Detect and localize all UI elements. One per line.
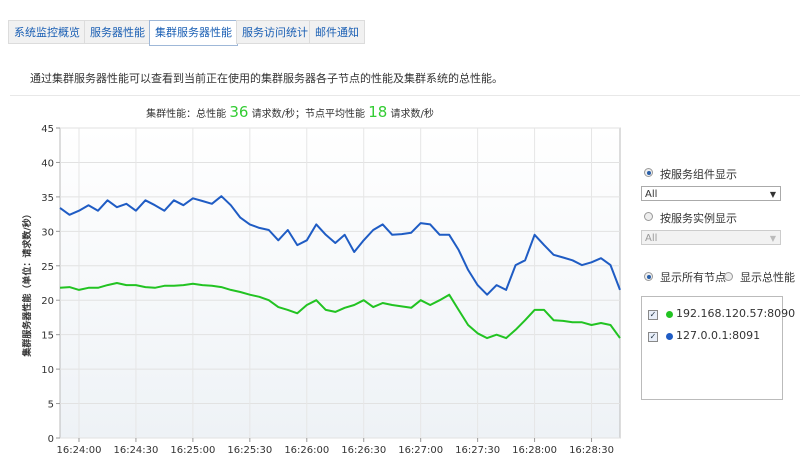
title-text: 集群性能：总性能	[146, 109, 227, 120]
tab[interactable]: 邮件通知	[309, 20, 365, 44]
tab[interactable]: 服务访问统计	[236, 20, 314, 44]
legend-label[interactable]: 192.168.120.57:8090	[676, 307, 796, 320]
x-tick-label: 16:25:30	[227, 445, 272, 456]
y-tick-label: 5	[48, 400, 54, 411]
average-unit: 请求数/秒	[390, 109, 434, 120]
chart: 集群服务器性能（单位：请求数/秒） 0 5 10 15 20 25 30 35 40 45 16:2…	[21, 124, 621, 456]
x-tick-label: 16:27:30	[455, 445, 500, 456]
series-line	[59, 195, 621, 296]
separator	[10, 95, 800, 96]
tab[interactable]: 集群服务器性能	[149, 20, 238, 46]
x-tick-label: 16:25:00	[170, 445, 215, 456]
y-tick-label: 10	[41, 365, 54, 376]
x-tick-label: 16:26:00	[284, 445, 329, 456]
plot-area	[59, 127, 621, 439]
label-total[interactable]: 显示总性能	[740, 271, 795, 284]
description: 通过集群服务器性能可以查看到当前正在使用的集群服务器各子节点的性能及集群系统的总…	[30, 72, 503, 85]
x-tick-label: 16:28:30	[569, 445, 614, 456]
radio-all-nodes[interactable]	[644, 272, 653, 281]
legend-label[interactable]: 127.0.0.1:8091	[676, 329, 761, 342]
legend-dot	[666, 311, 673, 318]
instance-select[interactable]: All ▼	[641, 230, 781, 245]
series-line	[59, 282, 621, 340]
radio-by-component[interactable]	[644, 168, 653, 177]
x-tick-label: 16:26:30	[341, 445, 386, 456]
y-tick-label: 20	[41, 296, 54, 307]
x-tick-label: 16:28:00	[512, 445, 557, 456]
component-select[interactable]: All ▼	[641, 186, 781, 201]
total-value: 36	[229, 103, 249, 121]
node-checkbox[interactable]: ✓	[648, 332, 658, 342]
y-tick-label: 45	[41, 124, 54, 135]
average-value: 18	[368, 103, 388, 121]
average-label: ；节点平均性能	[295, 109, 365, 120]
node-checkbox[interactable]: ✓	[648, 310, 658, 320]
select-value: All	[645, 189, 658, 200]
y-tick-label: 25	[41, 262, 54, 273]
y-tick-label: 40	[41, 158, 54, 169]
x-tick-label: 16:24:00	[57, 445, 102, 456]
tab[interactable]: 系统监控概览	[8, 20, 86, 44]
tab[interactable]: 服务器性能	[84, 20, 151, 44]
label-by-component[interactable]: 按服务组件显示	[660, 168, 737, 181]
legend-dot	[666, 333, 673, 340]
x-tick-label: 16:24:30	[113, 445, 158, 456]
select-value: All	[645, 233, 658, 244]
radio-total[interactable]	[724, 272, 733, 281]
y-axis-label: 集群服务器性能（单位：请求数/秒）	[21, 209, 33, 357]
radio-by-instance[interactable]	[644, 212, 653, 221]
label-all-nodes[interactable]: 显示所有节点	[660, 271, 726, 284]
y-tick-label: 35	[41, 193, 54, 204]
total-unit: 请求数/秒	[251, 109, 295, 120]
y-tick-label: 30	[41, 227, 54, 238]
y-tick-label: 15	[41, 331, 54, 342]
label-by-instance[interactable]: 按服务实例显示	[660, 212, 737, 225]
y-tick-label: 0	[48, 434, 54, 445]
node-list: ✓ 192.168.120.57:8090 ✓ 127.0.0.1:8091	[641, 296, 795, 400]
chart-title: 集群性能：总性能 36 请求数/秒；节点平均性能 18 请求数/秒	[0, 103, 580, 121]
x-tick-label: 16:27:00	[398, 445, 443, 456]
